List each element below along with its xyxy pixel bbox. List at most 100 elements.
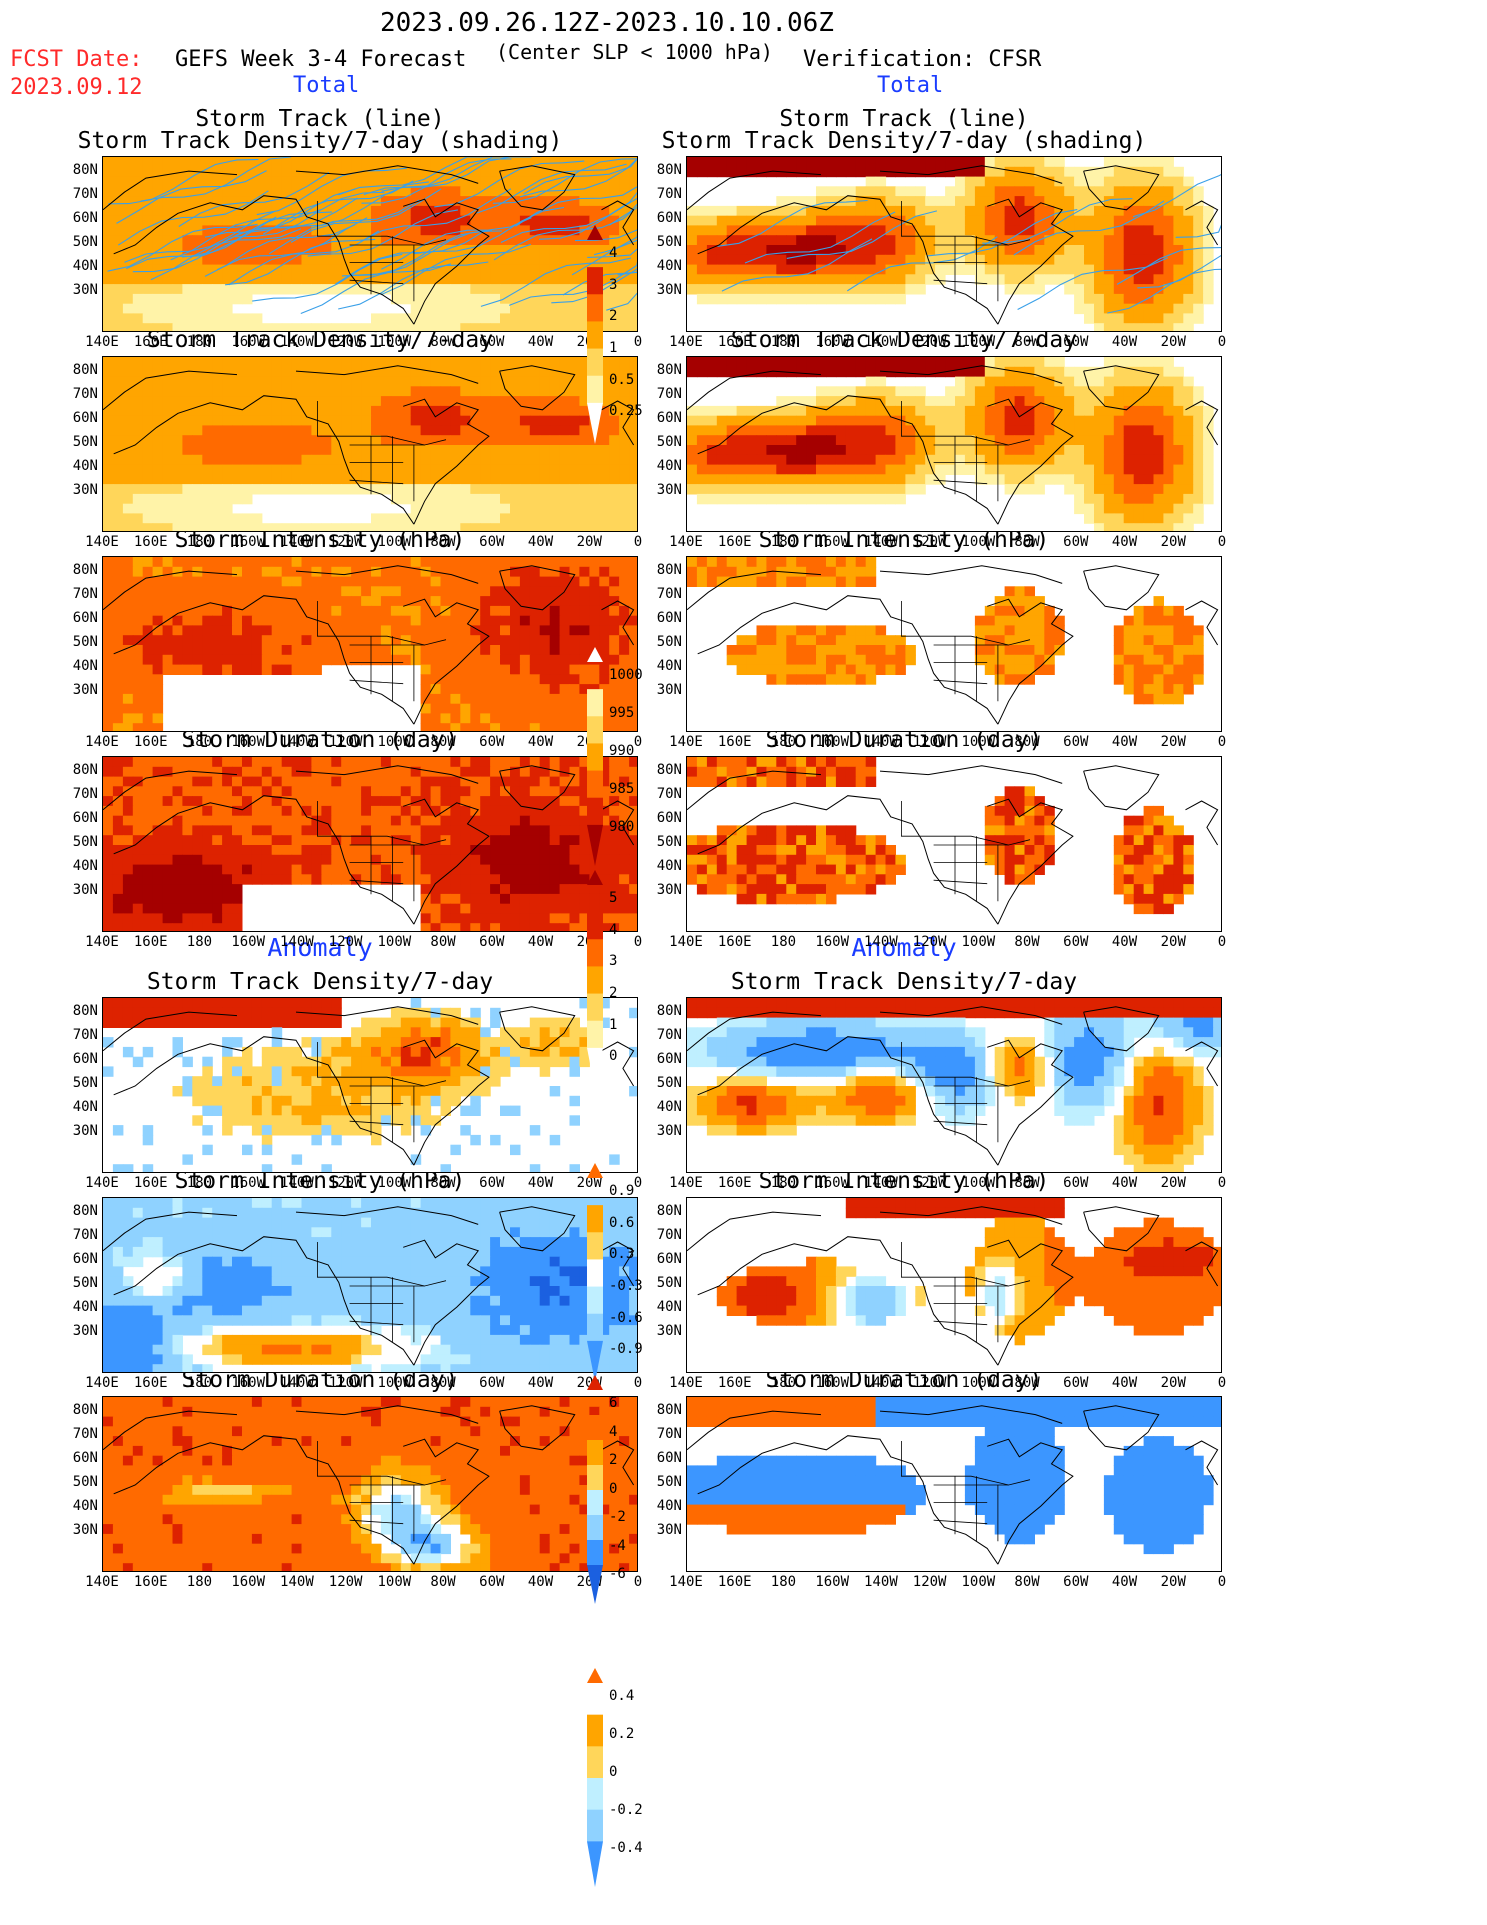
field-cell: [816, 225, 827, 236]
field-cell: [450, 615, 461, 627]
field-cell: [103, 196, 114, 207]
field-cell: [945, 225, 956, 236]
field-cell: [400, 493, 412, 505]
field-cell: [291, 586, 303, 597]
field-cell: [855, 645, 867, 656]
field-cell: [875, 176, 887, 187]
field-cell: [142, 225, 154, 236]
field-cell: [311, 323, 322, 331]
field-cell: [1024, 396, 1035, 407]
field-cell: [1024, 605, 1035, 617]
field-cell: [1173, 484, 1184, 495]
coastline: [1083, 565, 1160, 611]
field-cell: [756, 225, 767, 236]
field-cell: [103, 684, 114, 695]
field-cell: [1094, 254, 1105, 266]
field-cell: [736, 635, 748, 646]
field-cell: [984, 615, 996, 627]
field-cell: [895, 196, 906, 207]
field-cell: [112, 166, 124, 178]
field-cell: [351, 605, 362, 617]
field-cell: [222, 274, 233, 285]
field-cell: [390, 776, 402, 787]
field-cell: [152, 376, 164, 387]
field-cell: [1153, 303, 1164, 315]
field-cell: [1153, 157, 1164, 168]
field-cell: [440, 513, 451, 524]
field-cell: [480, 766, 491, 778]
field-cell: [1024, 654, 1035, 666]
field-cell: [132, 186, 144, 197]
field-cell: [766, 284, 777, 295]
field-cell: [122, 313, 134, 324]
field-cell: [291, 215, 303, 227]
field-cell: [321, 376, 332, 387]
field-cell: [1143, 166, 1155, 178]
field-cell: [609, 323, 620, 331]
field-cell: [162, 323, 174, 331]
field-cell: [1074, 425, 1085, 436]
field-cell: [1084, 376, 1095, 387]
field-cell: [291, 474, 303, 485]
field-cell: [629, 376, 637, 387]
field-cell: [816, 386, 827, 397]
field-cell: [480, 635, 491, 646]
field-cell: [142, 723, 154, 731]
field-cell: [440, 615, 451, 627]
field-cell: [202, 493, 213, 505]
field-cell: [599, 215, 610, 227]
field-cell: [311, 176, 322, 187]
field-cell: [1064, 225, 1075, 236]
field-cell: [1193, 674, 1204, 685]
field-cell: [796, 405, 807, 417]
field-cell: [162, 274, 174, 285]
field-cell: [619, 684, 630, 695]
field-cell: [232, 566, 243, 578]
field-cell: [994, 254, 1006, 266]
field-cell: [152, 435, 164, 446]
field-cell: [410, 396, 422, 407]
field-cell: [152, 186, 164, 197]
lon-label: 120W: [328, 534, 363, 550]
field-cell: [1094, 415, 1105, 427]
field-cell: [271, 396, 283, 407]
field-cell: [756, 484, 767, 495]
field-cell: [291, 605, 303, 617]
field-cell: [212, 615, 223, 627]
field-cell: [470, 376, 481, 387]
field-cell: [579, 684, 590, 695]
field-cell: [341, 454, 352, 466]
field-cell: [112, 664, 124, 675]
field-cell: [371, 176, 382, 187]
field-cell: [242, 645, 253, 656]
field-cell: [162, 215, 174, 227]
field-cell: [440, 654, 451, 666]
field-cell: [361, 786, 372, 797]
field-cell: [1123, 513, 1135, 524]
field-cell: [460, 566, 471, 578]
field-cell: [529, 415, 541, 427]
storm-track-line: [150, 228, 302, 281]
field-cell: [400, 274, 412, 285]
field-cell: [261, 445, 273, 456]
field-cell: [1133, 303, 1145, 315]
field-cell: [440, 186, 451, 197]
field-cell: [549, 566, 561, 578]
field-cell: [311, 566, 322, 578]
field-cell: [1094, 215, 1105, 227]
field-cell: [142, 513, 154, 524]
field-cell: [549, 405, 561, 417]
field-cell: [430, 576, 442, 587]
field-cell: [629, 503, 637, 515]
field-cell: [629, 435, 637, 446]
lat-label: 60N: [656, 410, 682, 426]
lon-label: 180: [770, 734, 797, 750]
field-cell: [371, 615, 382, 627]
field-cell: [212, 254, 223, 266]
field-cell: [380, 166, 392, 178]
field-cell: [351, 205, 362, 217]
field-cell: [806, 435, 817, 446]
field-cell: [1094, 284, 1105, 295]
field-cell: [935, 245, 946, 256]
field-cell: [579, 274, 590, 285]
